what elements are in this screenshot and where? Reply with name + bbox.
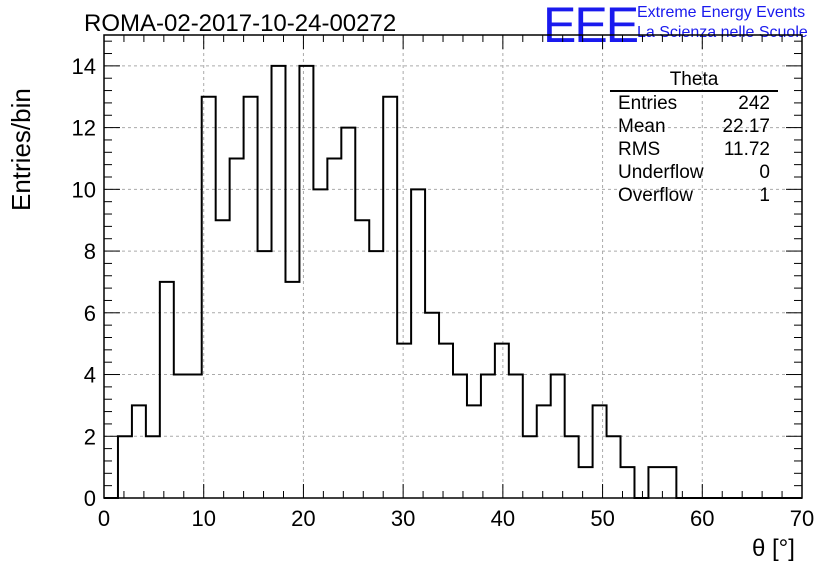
stats-label: RMS [618, 139, 661, 160]
y-tick-label: 0 [84, 486, 96, 511]
brand-line-1: Extreme Energy Events [637, 4, 806, 21]
stats-value: 242 [738, 93, 770, 114]
histogram-line [104, 64, 802, 499]
stats-row-overflow: Overflow 1 [610, 184, 778, 207]
stats-value: 1 [759, 185, 770, 206]
stats-row-underflow: Underflow 0 [610, 161, 778, 184]
stats-value: 0 [759, 162, 770, 183]
stats-row-mean: Mean 22.17 [610, 115, 778, 138]
stats-label: Underflow [618, 162, 704, 183]
x-tick-label: 60 [690, 506, 714, 531]
plot-frame [103, 34, 803, 499]
y-tick-label: 12 [72, 116, 96, 141]
y-tick-label: 8 [84, 239, 96, 264]
stats-title: Theta [610, 70, 778, 92]
stats-value: 22.17 [722, 116, 770, 137]
stats-row-entries: Entries 242 [610, 92, 778, 115]
brand-line-2: La Scienza nelle Scuole [637, 24, 808, 41]
y-tick-label: 10 [72, 177, 96, 202]
x-tick-label: 20 [291, 506, 315, 531]
x-tick-label: 70 [790, 506, 814, 531]
x-tick-label: 10 [191, 506, 215, 531]
x-axis-label: θ [°] [752, 535, 795, 562]
y-tick-label: 2 [84, 424, 96, 449]
stats-value: 11.72 [723, 139, 770, 160]
stats-label: Overflow [618, 185, 693, 206]
y-tick-label: 14 [72, 54, 96, 79]
x-tick-label: 40 [491, 506, 515, 531]
y-tick-label: 6 [84, 301, 96, 326]
stats-box: Theta Entries 242 Mean 22.17 RMS 11.72 U… [610, 70, 778, 207]
x-tick-label: 30 [391, 506, 415, 531]
stats-row-rms: RMS 11.72 [610, 138, 778, 161]
stats-label: Mean [618, 116, 666, 137]
y-tick-label: 4 [84, 363, 96, 388]
x-tick-label: 0 [98, 506, 110, 531]
chart-title: ROMA-02-2017-10-24-00272 [84, 10, 397, 37]
eee-logo: EEE [543, 0, 639, 53]
stats-label: Entries [618, 93, 678, 114]
x-tick-label: 50 [590, 506, 614, 531]
